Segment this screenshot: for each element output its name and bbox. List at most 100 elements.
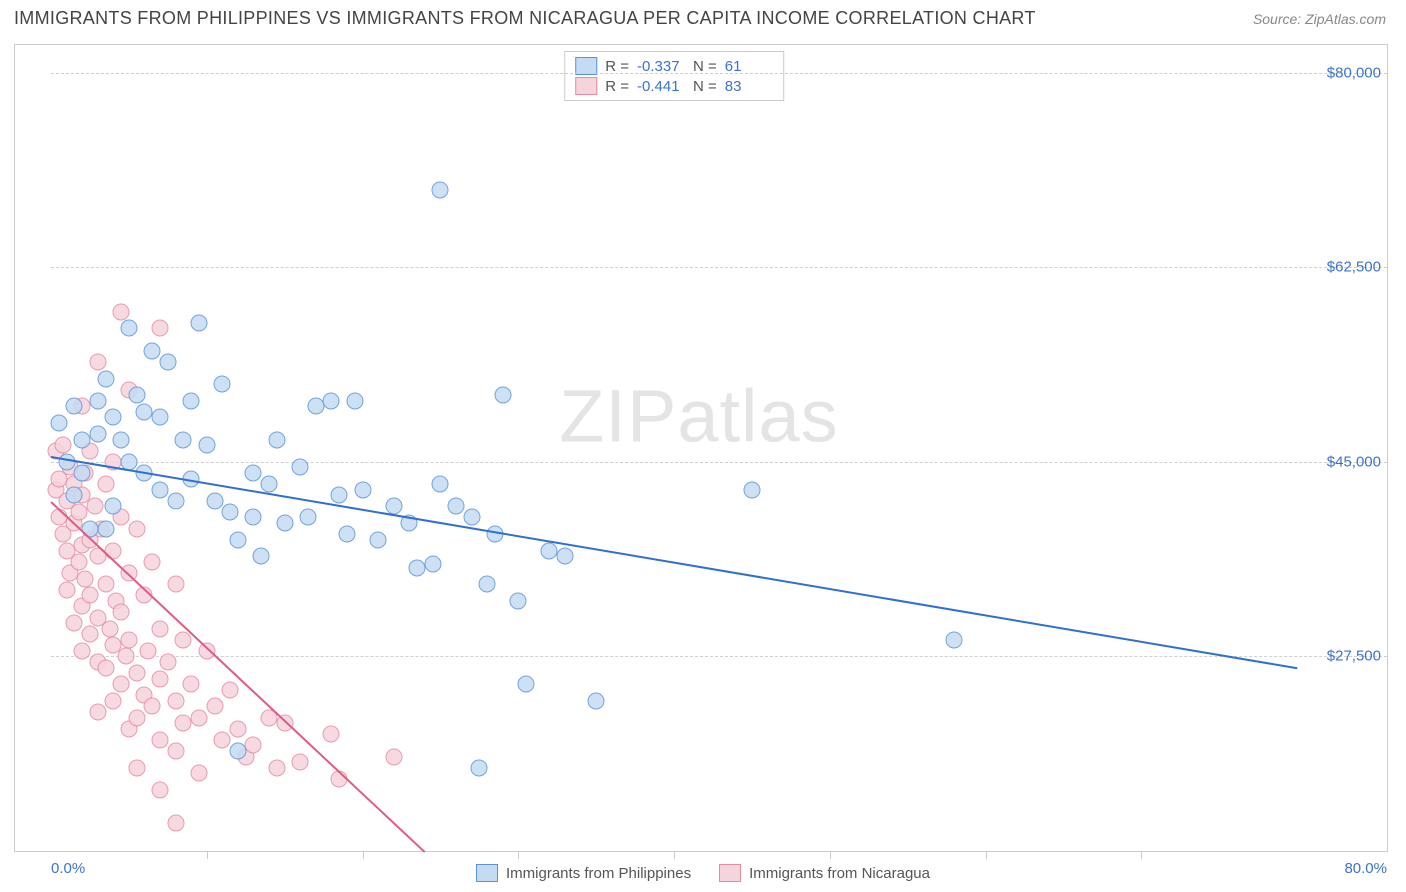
scatter-point-nicaragua <box>198 642 215 659</box>
scatter-point-philippines <box>292 459 309 476</box>
x-tick <box>363 851 364 859</box>
scatter-point-nicaragua <box>323 726 340 743</box>
scatter-point-philippines <box>510 592 527 609</box>
stat-n-label: N = <box>693 78 717 95</box>
stats-legend-box: R = -0.337 N = 61 R = -0.441 N = 83 <box>564 51 784 101</box>
gridline <box>51 656 1387 657</box>
scatter-point-philippines <box>432 181 449 198</box>
scatter-point-philippines <box>50 414 67 431</box>
scatter-point-nicaragua <box>58 581 75 598</box>
x-tick <box>830 851 831 859</box>
scatter-point-philippines <box>518 676 535 693</box>
x-tick <box>207 851 208 859</box>
scatter-point-philippines <box>354 481 371 498</box>
scatter-point-nicaragua <box>117 648 134 665</box>
scatter-point-nicaragua <box>120 631 137 648</box>
scatter-point-philippines <box>152 481 169 498</box>
scatter-point-nicaragua <box>74 642 91 659</box>
scatter-point-philippines <box>175 431 192 448</box>
gridline <box>51 462 1387 463</box>
scatter-point-philippines <box>253 548 270 565</box>
stat-r-nicaragua: -0.441 <box>637 78 685 95</box>
legend-label-nicaragua: Immigrants from Nicaragua <box>749 865 930 882</box>
scatter-point-nicaragua <box>97 576 114 593</box>
scatter-point-nicaragua <box>167 576 184 593</box>
scatter-point-philippines <box>245 465 262 482</box>
scatter-point-philippines <box>214 376 231 393</box>
swatch-nicaragua <box>575 77 597 95</box>
scatter-point-nicaragua <box>190 765 207 782</box>
scatter-point-nicaragua <box>71 503 88 520</box>
scatter-point-philippines <box>346 392 363 409</box>
scatter-point-philippines <box>144 342 161 359</box>
scatter-point-philippines <box>229 742 246 759</box>
y-tick-label: $62,500 <box>1327 259 1381 276</box>
trendline-nicaragua <box>50 501 425 853</box>
scatter-point-philippines <box>261 476 278 493</box>
legend-item-philippines: Immigrants from Philippines <box>476 864 691 882</box>
scatter-point-nicaragua <box>97 476 114 493</box>
scatter-point-philippines <box>97 520 114 537</box>
scatter-point-philippines <box>183 392 200 409</box>
swatch-philippines <box>476 864 498 882</box>
legend-label-philippines: Immigrants from Philippines <box>506 865 691 882</box>
scatter-point-philippines <box>424 556 441 573</box>
y-tick-label: $27,500 <box>1327 648 1381 665</box>
scatter-point-nicaragua <box>152 731 169 748</box>
scatter-point-philippines <box>74 431 91 448</box>
scatter-point-philippines <box>331 487 348 504</box>
scatter-point-philippines <box>159 353 176 370</box>
scatter-point-nicaragua <box>128 759 145 776</box>
scatter-point-nicaragua <box>144 698 161 715</box>
legend-item-nicaragua: Immigrants from Nicaragua <box>719 864 930 882</box>
scatter-point-nicaragua <box>183 676 200 693</box>
scatter-point-philippines <box>463 509 480 526</box>
scatter-point-philippines <box>946 631 963 648</box>
scatter-point-nicaragua <box>113 303 130 320</box>
scatter-point-philippines <box>136 403 153 420</box>
scatter-point-nicaragua <box>152 670 169 687</box>
scatter-point-philippines <box>338 526 355 543</box>
scatter-point-nicaragua <box>97 659 114 676</box>
trendline-philippines <box>51 456 1297 669</box>
watermark-zip: ZIP <box>559 374 677 457</box>
scatter-point-philippines <box>323 392 340 409</box>
scatter-point-philippines <box>167 492 184 509</box>
scatter-point-nicaragua <box>152 781 169 798</box>
scatter-point-philippines <box>222 503 239 520</box>
scatter-point-nicaragua <box>55 437 72 454</box>
scatter-point-nicaragua <box>128 665 145 682</box>
scatter-point-philippines <box>556 548 573 565</box>
y-tick-label: $80,000 <box>1327 64 1381 81</box>
x-tick <box>518 851 519 859</box>
scatter-point-nicaragua <box>159 654 176 671</box>
bottom-legend: Immigrants from Philippines Immigrants f… <box>0 864 1406 882</box>
scatter-point-nicaragua <box>139 642 156 659</box>
scatter-point-nicaragua <box>167 815 184 832</box>
scatter-point-philippines <box>588 692 605 709</box>
watermark: ZIPatlas <box>559 373 838 458</box>
scatter-point-nicaragua <box>89 353 106 370</box>
scatter-point-nicaragua <box>292 754 309 771</box>
scatter-point-nicaragua <box>128 520 145 537</box>
scatter-point-nicaragua <box>222 681 239 698</box>
scatter-point-nicaragua <box>81 587 98 604</box>
scatter-point-philippines <box>152 409 169 426</box>
plot-area: ZIPatlas R = -0.337 N = 61 R = -0.441 N … <box>51 45 1297 851</box>
scatter-point-philippines <box>370 531 387 548</box>
scatter-point-philippines <box>120 320 137 337</box>
scatter-point-nicaragua <box>81 626 98 643</box>
scatter-point-philippines <box>105 498 122 515</box>
scatter-point-philippines <box>409 559 426 576</box>
scatter-point-nicaragua <box>152 320 169 337</box>
scatter-point-philippines <box>479 576 496 593</box>
x-tick <box>1141 851 1142 859</box>
scatter-point-philippines <box>113 431 130 448</box>
scatter-point-nicaragua <box>152 620 169 637</box>
scatter-point-nicaragua <box>66 615 83 632</box>
scatter-point-nicaragua <box>167 692 184 709</box>
scatter-point-nicaragua <box>144 553 161 570</box>
scatter-point-philippines <box>89 426 106 443</box>
scatter-point-nicaragua <box>113 603 130 620</box>
scatter-point-philippines <box>198 437 215 454</box>
